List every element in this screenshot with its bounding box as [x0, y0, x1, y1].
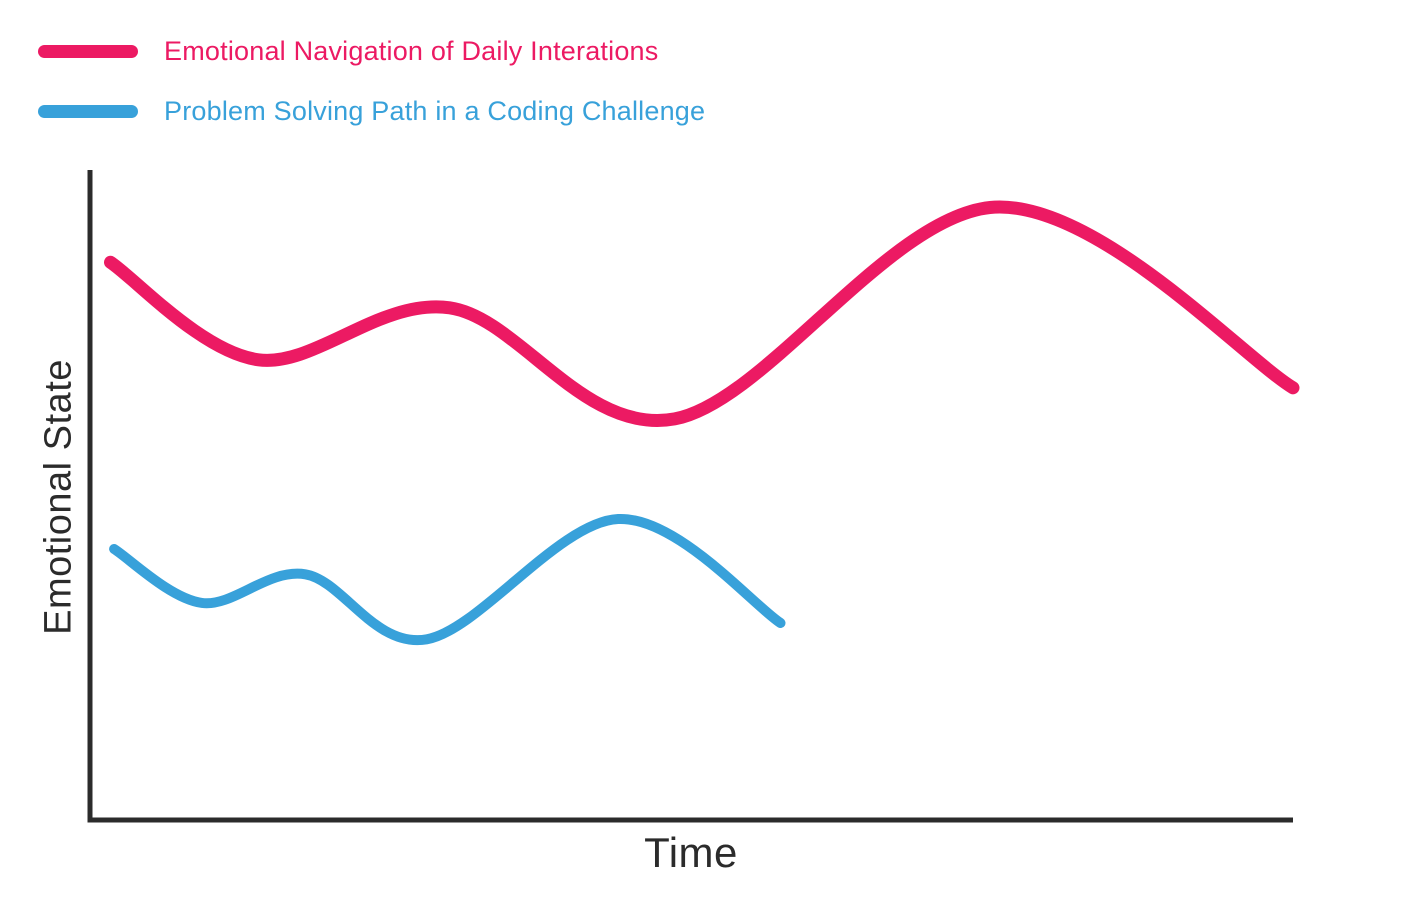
- y-axis-label: Emotional State: [37, 359, 80, 635]
- axis-lines: [87, 170, 1293, 823]
- legend-label-coding-challenge: Problem Solving Path in a Coding Challen…: [164, 96, 706, 126]
- x-axis-label: Time: [644, 829, 738, 876]
- legend: Emotional Navigation of Daily Interation…: [38, 38, 705, 125]
- legend-item-coding-challenge: Problem Solving Path in a Coding Challen…: [38, 98, 705, 125]
- legend-swatch-pink-line: [38, 45, 138, 58]
- legend-label-daily-interations: Emotional Navigation of Daily Interation…: [164, 36, 659, 66]
- legend-swatch-blue-line: [38, 105, 138, 118]
- line-series-daily-interations: [104, 200, 1300, 427]
- legend-item-daily-interations: Emotional Navigation of Daily Interation…: [38, 38, 705, 65]
- line-series-coding-challenge: [109, 513, 786, 646]
